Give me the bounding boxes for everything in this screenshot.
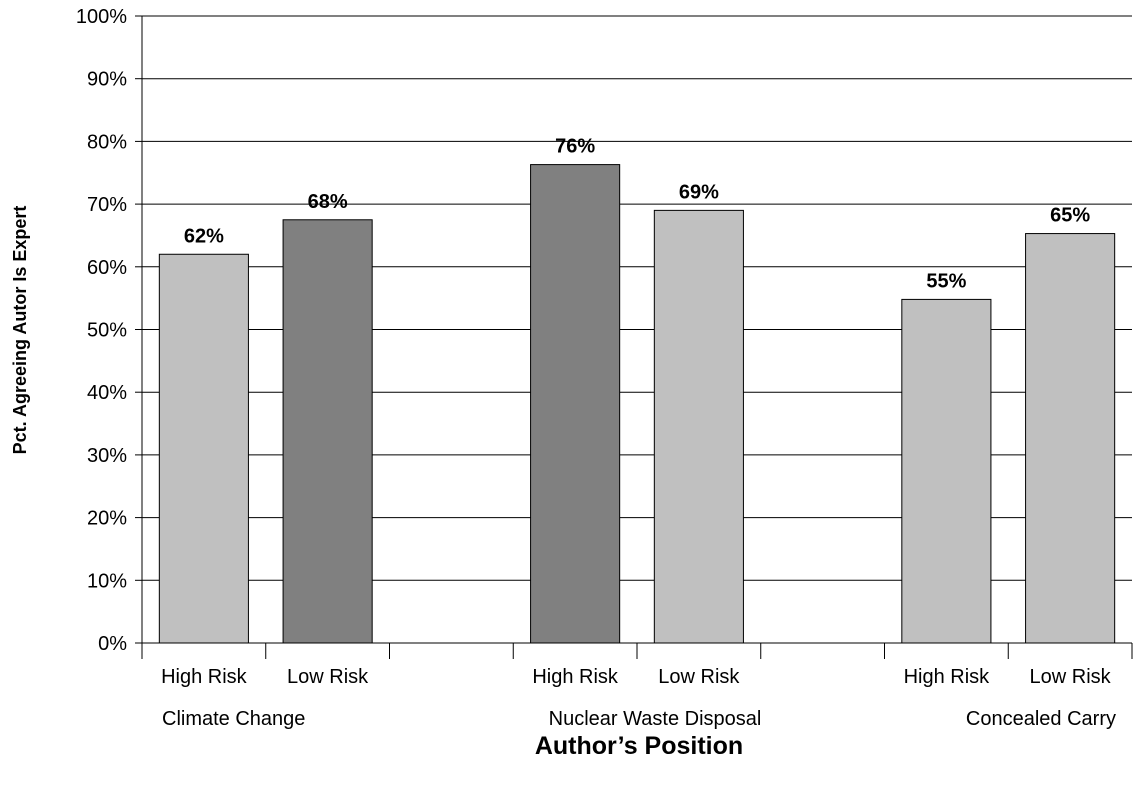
y-tick-label: 70% — [87, 194, 127, 216]
group-label: Concealed Carry — [966, 708, 1116, 730]
x-tick-label: High Risk — [904, 666, 991, 688]
bar — [653, 209, 744, 644]
x-tick-label: Low Risk — [287, 666, 369, 688]
y-tick-label: 20% — [87, 508, 127, 530]
bar — [530, 164, 621, 644]
axes: 0% 10% 20% 30% 40% 50% 60% 70% 80% 90% 100% — [76, 6, 1133, 659]
y-tick-label: 30% — [87, 445, 127, 467]
y-tick-label: 10% — [87, 570, 127, 592]
y-tick-label: 100% — [76, 6, 127, 28]
x-tick-label: High Risk — [161, 666, 248, 688]
x-axis-title: Author’s Position — [535, 732, 743, 760]
labels: 62% High Risk 68% Low Risk 76% High Risk 69% Lo… — [161, 136, 1116, 730]
y-tick-label: 60% — [87, 257, 127, 279]
x-tick-label: Low Risk — [1030, 666, 1112, 688]
group-label: Climate Change — [162, 708, 305, 730]
y-tick-label: 90% — [87, 69, 127, 91]
bar — [1025, 233, 1116, 644]
data-label: 69% — [679, 181, 719, 203]
y-tick-label: 50% — [87, 320, 127, 342]
data-label: 76% — [555, 136, 595, 158]
data-label: 55% — [926, 270, 966, 292]
y-tick-label: 80% — [87, 131, 127, 153]
y-tick-label: 40% — [87, 382, 127, 404]
y-axis-title: Pct. Agreeing Autor Is Expert — [10, 206, 30, 455]
bar — [901, 298, 992, 644]
bar — [158, 253, 249, 644]
group-label: Nuclear Waste Disposal — [549, 708, 762, 730]
y-tick-label: 0% — [98, 633, 127, 655]
x-tick-label: High Risk — [532, 666, 619, 688]
data-label: 62% — [184, 225, 224, 247]
bars — [158, 164, 1116, 644]
data-label: 65% — [1050, 205, 1090, 227]
x-tick-label: Low Risk — [658, 666, 740, 688]
bar — [282, 219, 373, 644]
data-label: 68% — [308, 191, 348, 213]
